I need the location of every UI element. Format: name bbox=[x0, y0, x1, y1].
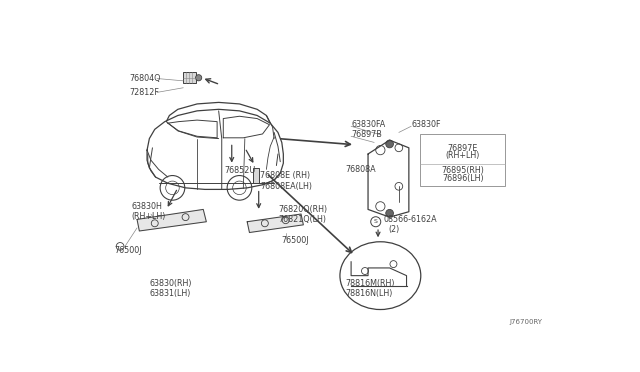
Text: 76895(RH): 76895(RH) bbox=[442, 166, 484, 175]
Text: 76808A: 76808A bbox=[345, 165, 376, 174]
Text: (RH+LH): (RH+LH) bbox=[132, 212, 166, 221]
Text: 78816N(LH): 78816N(LH) bbox=[345, 289, 392, 298]
Text: (RH+LH): (RH+LH) bbox=[445, 151, 480, 160]
Text: 63830FA: 63830FA bbox=[351, 120, 385, 129]
Circle shape bbox=[386, 140, 394, 148]
Text: 76808EA(LH): 76808EA(LH) bbox=[260, 182, 312, 191]
Text: 76896(LH): 76896(LH) bbox=[442, 174, 484, 183]
Text: 76804Q: 76804Q bbox=[129, 74, 161, 83]
Polygon shape bbox=[247, 214, 303, 232]
Text: 63831(LH): 63831(LH) bbox=[149, 289, 191, 298]
Text: 63830H: 63830H bbox=[132, 202, 163, 211]
Text: 08566-6162A: 08566-6162A bbox=[383, 215, 437, 224]
Text: 63830F: 63830F bbox=[411, 120, 441, 129]
Text: 76808E (RH): 76808E (RH) bbox=[260, 171, 310, 180]
Bar bbox=[253, 168, 259, 183]
Circle shape bbox=[196, 75, 202, 81]
Text: 76500J: 76500J bbox=[282, 236, 309, 245]
Text: 72812F: 72812F bbox=[129, 88, 159, 97]
Ellipse shape bbox=[340, 242, 420, 310]
Circle shape bbox=[386, 209, 394, 217]
Text: 76821Q(LH): 76821Q(LH) bbox=[278, 215, 326, 224]
Text: 76897B: 76897B bbox=[351, 130, 382, 139]
Text: 76820Q(RH): 76820Q(RH) bbox=[278, 205, 327, 214]
Text: S: S bbox=[374, 219, 378, 224]
Text: 76852U: 76852U bbox=[224, 166, 255, 176]
Bar bbox=[183, 73, 196, 83]
Text: 78816M(RH): 78816M(RH) bbox=[345, 279, 394, 288]
Text: J76700RY: J76700RY bbox=[509, 319, 542, 325]
Text: 76500J: 76500J bbox=[114, 246, 141, 255]
Text: (2): (2) bbox=[388, 225, 399, 234]
Polygon shape bbox=[137, 209, 206, 231]
Bar bbox=[420, 134, 505, 186]
Text: 63830(RH): 63830(RH) bbox=[149, 279, 192, 288]
Text: 76897E: 76897E bbox=[447, 144, 478, 153]
